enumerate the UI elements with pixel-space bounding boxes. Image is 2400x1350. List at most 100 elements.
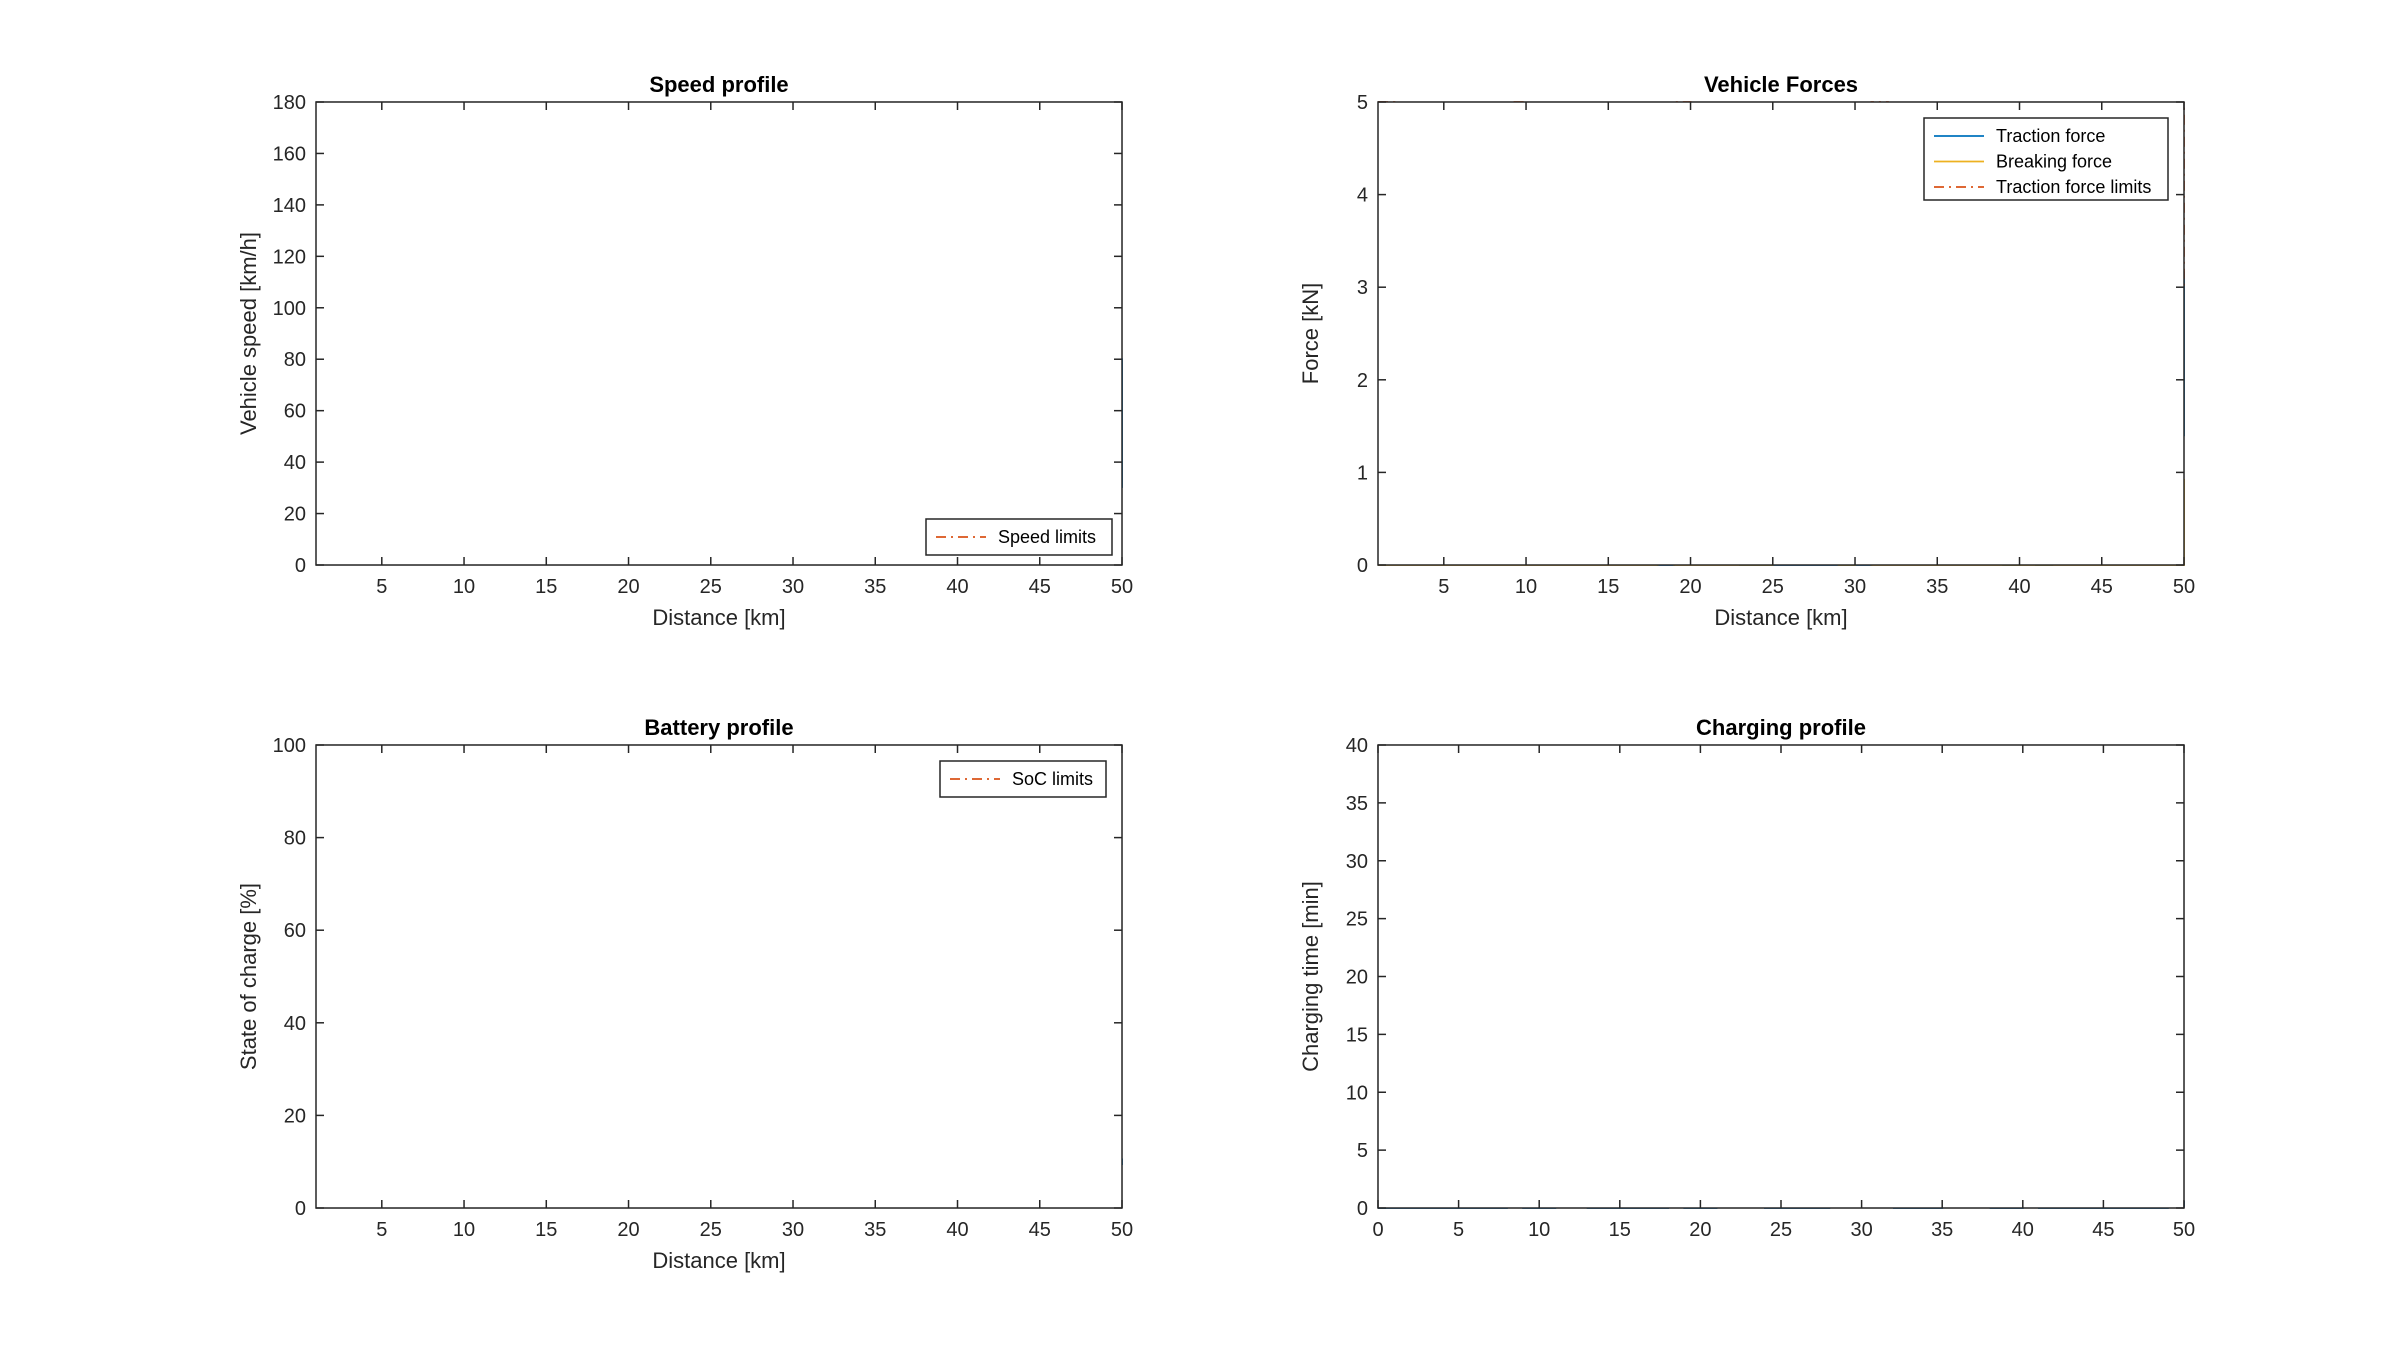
- x-tick-label: 25: [1762, 576, 1784, 598]
- y-tick-label: 0: [295, 555, 306, 577]
- chart-charging: 0 5 10 15 20 25 30 35 40 45 50 0 5 10 15 20 25 30 35 40 Char…: [1298, 715, 2195, 1241]
- y-tick-label: 20: [284, 1105, 306, 1127]
- chart-title: Battery profile: [644, 715, 793, 740]
- y-tick-label: 140: [273, 195, 306, 217]
- x-tick-label: 10: [453, 576, 475, 598]
- y-tick-label: 3: [1357, 277, 1368, 299]
- x-tick-label: 0: [1372, 1219, 1383, 1241]
- x-tick-label: 40: [2008, 576, 2030, 598]
- y-tick-label: 0: [1357, 1198, 1368, 1220]
- y-tick-label: 1: [1357, 462, 1368, 484]
- chart-title: Speed profile: [649, 72, 788, 97]
- y-tick-label: 40: [284, 1013, 306, 1035]
- y-tick-label: 20: [1346, 967, 1368, 989]
- legend-box: [925, 518, 1113, 556]
- y-tick-label: 25: [1346, 909, 1368, 931]
- y-tick-label: 20: [284, 504, 306, 526]
- y-axis-label: Vehicle speed [km/h]: [236, 232, 261, 435]
- y-tick-label: 120: [273, 246, 306, 268]
- y-tick-label: 30: [1346, 851, 1368, 873]
- x-axis-label: Distance [km]: [1714, 605, 1847, 630]
- x-tick-label: 10: [1515, 576, 1537, 598]
- y-tick-label: 40: [284, 452, 306, 474]
- x-tick-label: 40: [946, 576, 968, 598]
- legend: Traction force Breaking force Traction for…: [1923, 117, 2169, 201]
- x-tick-label: 35: [1931, 1219, 1953, 1241]
- x-tick-label: 20: [617, 576, 639, 598]
- y-tick-label: 40: [1346, 735, 1368, 757]
- x-tick-label: 30: [782, 576, 804, 598]
- x-tick-label: 5: [376, 1219, 387, 1241]
- chart-speed: 5 10 15 20 25 30 35 40 45 50 0 20 40 60 80 100 120 140 160…: [236, 72, 1133, 630]
- x-tick-label: 15: [1609, 1219, 1631, 1241]
- y-tick-label: 15: [1346, 1024, 1368, 1046]
- y-tick-label: 160: [273, 143, 306, 165]
- legend: Speed limits: [925, 518, 1113, 556]
- legend-entry: Traction force limits: [1996, 177, 2151, 197]
- legend-box: [939, 760, 1107, 798]
- legend-entry: SoC limits: [1012, 769, 1093, 789]
- y-tick-label: 180: [273, 92, 306, 114]
- y-tick-label: 2: [1357, 370, 1368, 392]
- axis-frame: [1377, 744, 2185, 1209]
- legend-entry: Traction force: [1996, 126, 2105, 146]
- charts-root: 5 10 15 20 25 30 35 40 45 50020406080100120140160…: [236, 72, 2195, 1273]
- chart-title: Vehicle Forces: [1704, 72, 1858, 97]
- x-tick-label: 40: [946, 1219, 968, 1241]
- x-tick-label: 35: [864, 576, 886, 598]
- x-tick-label: 10: [1528, 1219, 1550, 1241]
- y-tick-label: 0: [295, 1198, 306, 1220]
- y-tick-label: 80: [284, 828, 306, 850]
- x-tick-label: 30: [782, 1219, 804, 1241]
- x-tick-label: 20: [1689, 1219, 1711, 1241]
- x-tick-label: 25: [1770, 1219, 1792, 1241]
- x-tick-label: 50: [1111, 1219, 1133, 1241]
- y-tick-label: 10: [1346, 1082, 1368, 1104]
- x-tick-label: 20: [1679, 576, 1701, 598]
- y-axis-label: State of charge [%]: [236, 883, 261, 1070]
- y-axis-label: Charging time [min]: [1298, 881, 1323, 1072]
- x-tick-label: 30: [1850, 1219, 1872, 1241]
- x-axis-label: Distance [km]: [652, 605, 785, 630]
- x-tick-label: 5: [376, 576, 387, 598]
- y-tick-label: 4: [1357, 185, 1368, 207]
- x-tick-label: 25: [700, 576, 722, 598]
- x-tick-label: 30: [1844, 576, 1866, 598]
- x-tick-label: 15: [535, 1219, 557, 1241]
- y-tick-label: 5: [1357, 1140, 1368, 1162]
- x-tick-label: 15: [535, 576, 557, 598]
- axis-frame: [315, 744, 1123, 1209]
- x-tick-label: 50: [2173, 1219, 2195, 1241]
- y-tick-label: 5: [1357, 92, 1368, 114]
- x-tick-label: 10: [453, 1219, 475, 1241]
- legend: SoC limits: [939, 760, 1107, 798]
- x-tick-label: 45: [2092, 1219, 2114, 1241]
- axis-frame: [315, 101, 1123, 566]
- y-tick-label: 80: [284, 349, 306, 371]
- x-tick-label: 35: [1926, 576, 1948, 598]
- legend-entry: Breaking force: [1996, 152, 2112, 172]
- x-tick-label: 15: [1597, 576, 1619, 598]
- y-axis-label: Force [kN]: [1298, 283, 1323, 384]
- x-tick-label: 25: [700, 1219, 722, 1241]
- x-tick-label: 5: [1453, 1219, 1464, 1241]
- x-tick-label: 5: [1438, 576, 1449, 598]
- x-tick-label: 45: [1029, 576, 1051, 598]
- x-tick-label: 35: [864, 1219, 886, 1241]
- x-axis-label: Distance [km]: [652, 1248, 785, 1273]
- x-tick-label: 50: [1111, 576, 1133, 598]
- y-tick-label: 0: [1357, 555, 1368, 577]
- x-tick-label: 45: [1029, 1219, 1051, 1241]
- y-tick-label: 60: [284, 920, 306, 942]
- y-tick-label: 100: [273, 298, 306, 320]
- y-tick-label: 100: [273, 735, 306, 757]
- x-tick-label: 20: [617, 1219, 639, 1241]
- x-tick-label: 40: [2012, 1219, 2034, 1241]
- y-tick-label: 60: [284, 401, 306, 423]
- chart-battery: 5 10 15 20 25 30 35 40 45 50 0 20 40 60 80 100 Battery p…: [236, 715, 1133, 1273]
- x-tick-label: 45: [2091, 576, 2113, 598]
- legend-entry: Speed limits: [998, 527, 1096, 547]
- x-tick-label: 50: [2173, 576, 2195, 598]
